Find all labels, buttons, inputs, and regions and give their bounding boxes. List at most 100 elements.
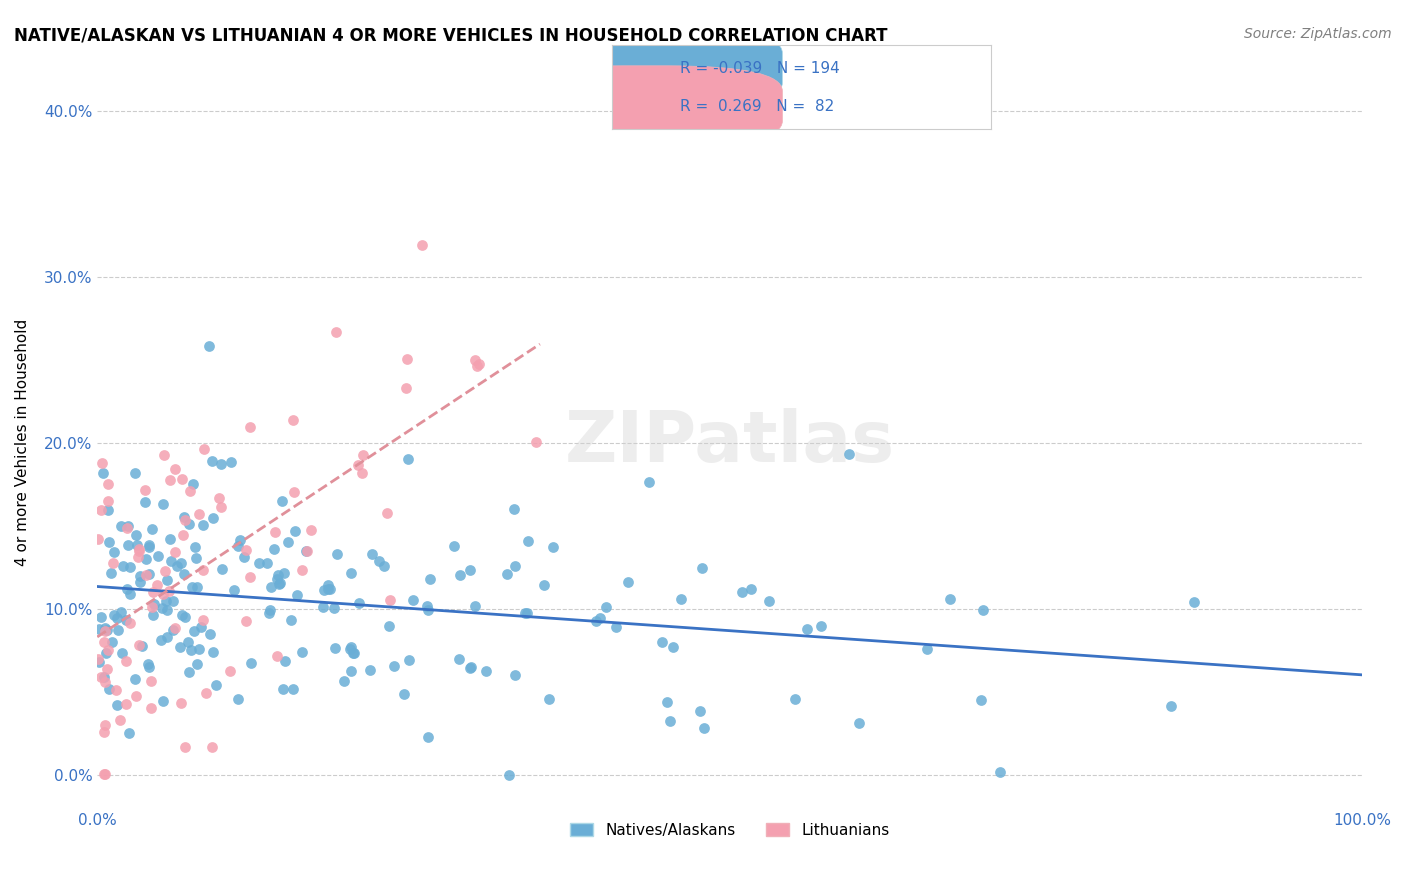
- Point: [118, 725, 141, 739]
- Point: [124, 672, 146, 686]
- Point: [124, 528, 146, 542]
- Point: [174, 739, 197, 754]
- Legend: Natives/Alaskans, Lithuanians: Natives/Alaskans, Lithuanians: [564, 817, 896, 844]
- Point: [449, 652, 471, 666]
- Point: [103, 545, 125, 559]
- Point: [120, 559, 142, 574]
- Point: [97, 681, 120, 696]
- Point: [90, 610, 112, 624]
- Point: [464, 599, 486, 613]
- Point: [273, 566, 295, 580]
- Point: [239, 419, 262, 434]
- Point: [295, 544, 318, 558]
- Point: [240, 657, 263, 671]
- Point: [281, 413, 304, 427]
- Point: [180, 642, 202, 657]
- Point: [138, 566, 160, 581]
- Point: [101, 556, 124, 570]
- Point: [416, 603, 439, 617]
- Point: [368, 554, 391, 568]
- Point: [312, 599, 335, 614]
- Point: [110, 605, 132, 619]
- Point: [157, 584, 180, 599]
- Point: [325, 325, 347, 339]
- Point: [339, 641, 361, 656]
- Point: [239, 570, 262, 584]
- Point: [124, 466, 146, 480]
- Point: [209, 457, 232, 471]
- Point: [149, 632, 172, 647]
- Point: [105, 698, 128, 712]
- Point: [411, 238, 433, 252]
- Point: [125, 689, 148, 703]
- Point: [939, 591, 962, 606]
- Point: [146, 549, 169, 563]
- Point: [94, 646, 117, 660]
- Point: [103, 607, 125, 622]
- Point: [142, 585, 165, 599]
- Point: [235, 543, 257, 558]
- Point: [166, 559, 188, 574]
- Point: [263, 542, 285, 557]
- Point: [443, 539, 465, 553]
- Point: [128, 541, 150, 556]
- Point: [152, 497, 174, 511]
- Point: [419, 572, 441, 586]
- Text: Source: ZipAtlas.com: Source: ZipAtlas.com: [1244, 27, 1392, 41]
- Point: [1160, 699, 1182, 714]
- Point: [97, 503, 120, 517]
- Point: [373, 558, 395, 573]
- Point: [169, 640, 191, 654]
- Point: [503, 502, 526, 516]
- Point: [211, 562, 233, 576]
- Point: [198, 339, 221, 353]
- Point: [352, 466, 374, 480]
- Point: [134, 495, 156, 509]
- Point: [291, 645, 314, 659]
- Point: [988, 765, 1011, 780]
- Point: [142, 598, 165, 612]
- Point: [690, 560, 713, 574]
- Point: [284, 524, 307, 539]
- Point: [135, 552, 157, 566]
- Point: [150, 601, 173, 615]
- Point: [115, 521, 138, 535]
- Point: [323, 640, 346, 655]
- Point: [202, 510, 225, 524]
- Point: [187, 642, 209, 657]
- Point: [129, 568, 152, 582]
- Point: [146, 578, 169, 592]
- Point: [785, 692, 807, 706]
- Point: [314, 582, 336, 597]
- Point: [91, 456, 114, 470]
- Point: [127, 549, 149, 564]
- Point: [139, 673, 162, 688]
- Point: [87, 622, 110, 636]
- Point: [256, 557, 278, 571]
- Point: [97, 643, 120, 657]
- Point: [104, 682, 127, 697]
- Point: [269, 576, 291, 591]
- Point: [396, 451, 419, 466]
- Point: [280, 613, 302, 627]
- Point: [117, 518, 139, 533]
- Point: [96, 623, 118, 637]
- Point: [111, 646, 134, 660]
- Point: [264, 525, 287, 540]
- Point: [163, 621, 186, 635]
- Point: [538, 691, 561, 706]
- Point: [128, 638, 150, 652]
- Point: [294, 543, 316, 558]
- Point: [283, 682, 305, 697]
- Point: [96, 662, 118, 676]
- Point: [669, 591, 692, 606]
- Point: [287, 588, 309, 602]
- Point: [322, 600, 344, 615]
- Point: [394, 687, 416, 701]
- Point: [172, 528, 194, 542]
- Point: [651, 635, 673, 649]
- Point: [449, 567, 471, 582]
- Point: [352, 448, 374, 462]
- Point: [198, 626, 221, 640]
- Point: [91, 466, 114, 480]
